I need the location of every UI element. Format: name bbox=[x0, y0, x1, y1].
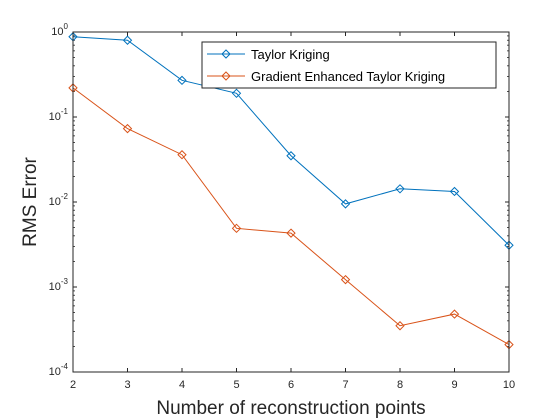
x-tick-label: 8 bbox=[397, 379, 403, 391]
series-2 bbox=[68, 83, 514, 350]
series-1 bbox=[68, 32, 514, 250]
data-point-marker bbox=[340, 199, 351, 209]
data-point-marker bbox=[231, 88, 242, 99]
data-point-marker bbox=[286, 151, 296, 161]
legend-entry: Gradient Enhanced Taylor Kriging bbox=[207, 69, 445, 84]
axes-box bbox=[72, 31, 510, 373]
x-tick-label: 4 bbox=[179, 379, 185, 391]
y-tick-label: 10-1 bbox=[49, 107, 69, 123]
data-point-marker bbox=[395, 321, 405, 331]
data-point-marker bbox=[177, 75, 187, 86]
x-tick-label: 10 bbox=[503, 379, 515, 391]
x-tick-label: 2 bbox=[70, 379, 76, 391]
data-point-marker bbox=[177, 150, 187, 160]
series-layer bbox=[68, 32, 514, 350]
data-point-marker bbox=[395, 184, 405, 194]
legend: Taylor Kriging Gradient Enhanced Taylor K… bbox=[201, 41, 497, 89]
y-tick-label: 100 bbox=[51, 22, 68, 38]
data-point-marker bbox=[231, 223, 242, 234]
data-point-marker bbox=[122, 123, 133, 134]
x-tick-label: 5 bbox=[233, 379, 239, 391]
x-tick-label: 3 bbox=[124, 379, 130, 391]
x-tick-label: 6 bbox=[288, 379, 294, 391]
y-axis-title: RMS Error bbox=[20, 156, 41, 246]
series-line bbox=[72, 36, 510, 246]
plot-area bbox=[73, 32, 509, 372]
y-tick-label: 10-2 bbox=[49, 192, 69, 208]
series-line bbox=[72, 87, 510, 346]
y-tick-label: 10-3 bbox=[49, 277, 69, 293]
data-point-marker bbox=[340, 274, 351, 285]
legend-marker-sample bbox=[221, 71, 231, 81]
legend-marker-sample bbox=[221, 49, 231, 59]
y-tick-label: 10-4 bbox=[49, 362, 69, 378]
data-point-marker bbox=[286, 228, 296, 238]
x-tick-label: 7 bbox=[342, 379, 348, 391]
legend-label: Gradient Enhanced Taylor Kriging bbox=[251, 69, 445, 84]
legend-label: Taylor Kriging bbox=[251, 47, 330, 62]
legend-box bbox=[201, 41, 497, 89]
legend-entry: Taylor Kriging bbox=[207, 47, 330, 62]
x-tick-label: 9 bbox=[451, 379, 457, 391]
data-point-marker bbox=[449, 309, 460, 319]
data-point-marker bbox=[449, 186, 460, 197]
data-point-marker bbox=[122, 35, 133, 45]
x-axis-title: Number of reconstruction points bbox=[156, 398, 425, 419]
ticks-layer: 2 3 4 5 6 7 8 9 10 100 10-1 10-2 10-3 10-4 bbox=[49, 22, 516, 391]
legend-entries: Taylor Kriging Gradient Enhanced Taylor K… bbox=[207, 47, 445, 84]
